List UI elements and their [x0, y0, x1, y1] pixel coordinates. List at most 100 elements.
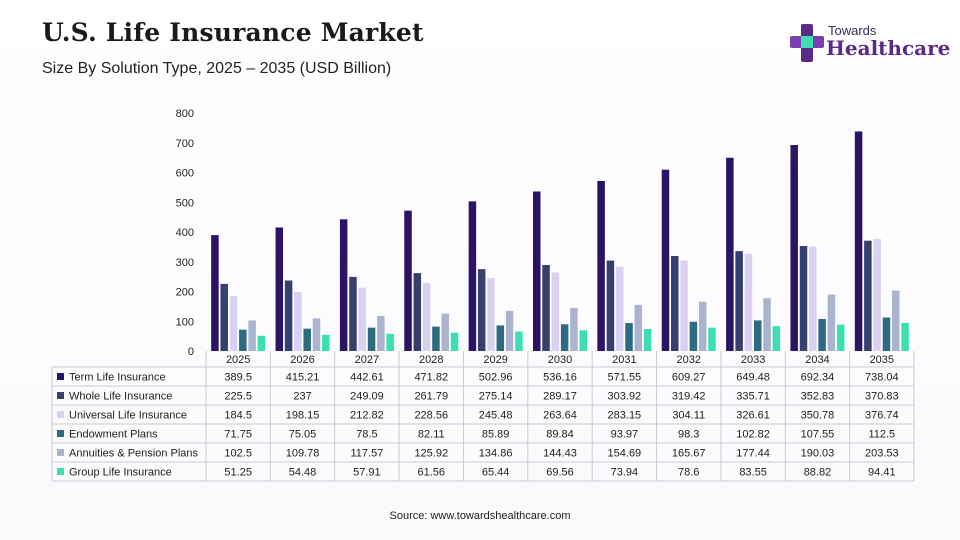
bar-universal-life-insurance-2033: [744, 253, 753, 351]
bar-endowment-plans-2026: [303, 328, 311, 351]
y-tick-label: 800: [176, 108, 194, 120]
bar-endowment-plans-2031: [625, 323, 633, 351]
x-tick-label: 2029: [483, 354, 507, 366]
bar-group-life-insurance-2030: [579, 330, 587, 351]
bar-whole-life-insurance-2035: [864, 240, 872, 351]
bar-annuities-pension-plans-2034: [827, 294, 836, 351]
bar-group-life-insurance-2028: [450, 332, 459, 351]
data-label: 102.82: [736, 429, 770, 441]
bar-term-life-insurance-2025: [211, 235, 219, 351]
data-label: 275.14: [479, 391, 513, 403]
data-label: 225.5: [224, 391, 252, 403]
bar-annuities-pension-plans-2033: [763, 298, 771, 351]
data-label: 177.44: [736, 448, 770, 460]
bar-universal-life-insurance-2032: [680, 260, 688, 351]
bar-annuities-pension-plans-2035: [892, 290, 900, 351]
bar-universal-life-insurance-2026: [294, 292, 302, 351]
data-label: 57.91: [353, 467, 381, 479]
data-label: 112.5: [868, 429, 895, 441]
data-label: 335.71: [736, 391, 770, 403]
legend-label: Universal Life Insurance: [69, 410, 187, 422]
x-tick-label: 2035: [870, 354, 894, 366]
x-tick-label: 2034: [805, 354, 829, 366]
bar-group-life-insurance-2034: [836, 324, 845, 351]
bar-annuities-pension-plans-2028: [441, 313, 449, 351]
bar-term-life-insurance-2029: [468, 201, 477, 351]
bar-group-life-insurance-2035: [901, 322, 909, 351]
data-label: 88.82: [804, 467, 832, 479]
bar-group-life-insurance-2026: [322, 334, 330, 351]
logo-text-healthcare: Healthcare: [826, 36, 951, 60]
data-label: 102.5: [224, 448, 252, 460]
y-tick-label: 100: [176, 316, 194, 328]
data-label: 376.74: [865, 410, 899, 422]
bar-group-life-insurance-2027: [386, 333, 394, 351]
data-label: 190.03: [801, 448, 835, 460]
bar-term-life-insurance-2032: [661, 169, 670, 351]
legend-swatch: [57, 392, 64, 399]
legend-swatch: [57, 449, 64, 456]
data-label: 83.55: [739, 467, 767, 479]
data-label: 144.43: [543, 448, 577, 460]
x-tick-label: 2030: [548, 354, 572, 366]
legend-label: Group Life Insurance: [69, 467, 172, 479]
data-label: 125.92: [414, 448, 448, 460]
y-tick-label: 700: [176, 138, 194, 150]
data-label: 82.11: [418, 429, 445, 441]
data-label: 245.48: [479, 410, 513, 422]
legend-swatch: [57, 411, 64, 418]
data-label: 61.56: [418, 467, 446, 479]
data-label: 184.5: [224, 410, 252, 422]
data-label: 69.56: [546, 467, 574, 479]
chart-title: U.S. Life Insurance Market: [42, 18, 424, 47]
bar-whole-life-insurance-2030: [542, 264, 550, 351]
data-label: 85.89: [482, 429, 510, 441]
data-label: 93.97: [611, 429, 639, 441]
bar-whole-life-insurance-2034: [799, 246, 808, 351]
bar-annuities-pension-plans-2029: [505, 310, 514, 351]
x-tick-label: 2031: [612, 354, 636, 366]
y-tick-label: 200: [176, 287, 194, 299]
data-label: 571.55: [608, 372, 642, 384]
bar-annuities-pension-plans-2026: [312, 318, 321, 351]
data-label: 261.79: [414, 391, 448, 403]
x-tick-label: 2033: [741, 354, 765, 366]
legend-label: Term Life Insurance: [69, 372, 166, 384]
data-label: 609.27: [672, 372, 706, 384]
data-label: 738.04: [865, 372, 899, 384]
bar-term-life-insurance-2033: [726, 157, 734, 351]
legend-swatch: [57, 468, 64, 475]
data-label: 249.09: [350, 391, 384, 403]
y-tick-label: 0: [188, 346, 194, 358]
data-label: 165.67: [672, 448, 706, 460]
bar-annuities-pension-plans-2032: [698, 301, 707, 351]
bar-endowment-plans-2028: [432, 326, 440, 351]
legend-label: Endowment Plans: [69, 429, 158, 441]
legend-swatch: [57, 430, 64, 437]
data-label: 198.15: [286, 410, 320, 422]
data-label: 107.55: [801, 429, 835, 441]
bar-universal-life-insurance-2030: [551, 272, 560, 351]
data-label: 326.61: [736, 410, 770, 422]
bar-endowment-plans-2032: [689, 321, 698, 351]
x-tick-label: 2025: [226, 354, 250, 366]
bar-whole-life-insurance-2026: [284, 280, 293, 351]
data-label: 442.61: [350, 372, 384, 384]
bar-group-life-insurance-2025: [257, 335, 266, 351]
bar-universal-life-insurance-2035: [873, 238, 881, 351]
data-label: 415.21: [286, 372, 320, 384]
bar-annuities-pension-plans-2027: [377, 316, 385, 351]
x-tick-label: 2027: [355, 354, 379, 366]
bar-annuities-pension-plans-2030: [570, 308, 578, 351]
data-label: 51.25: [224, 467, 252, 479]
x-tick-label: 2028: [419, 354, 443, 366]
data-label: 352.83: [801, 391, 835, 403]
data-label: 263.64: [543, 410, 577, 422]
bar-whole-life-insurance-2025: [220, 283, 228, 351]
data-label: 54.48: [289, 467, 317, 479]
data-label: 237: [293, 391, 311, 403]
data-label: 203.53: [865, 448, 899, 460]
source-note: Source: www.towardshealthcare.com: [389, 510, 571, 522]
bar-universal-life-insurance-2034: [809, 246, 817, 351]
bar-group-life-insurance-2032: [708, 327, 716, 351]
